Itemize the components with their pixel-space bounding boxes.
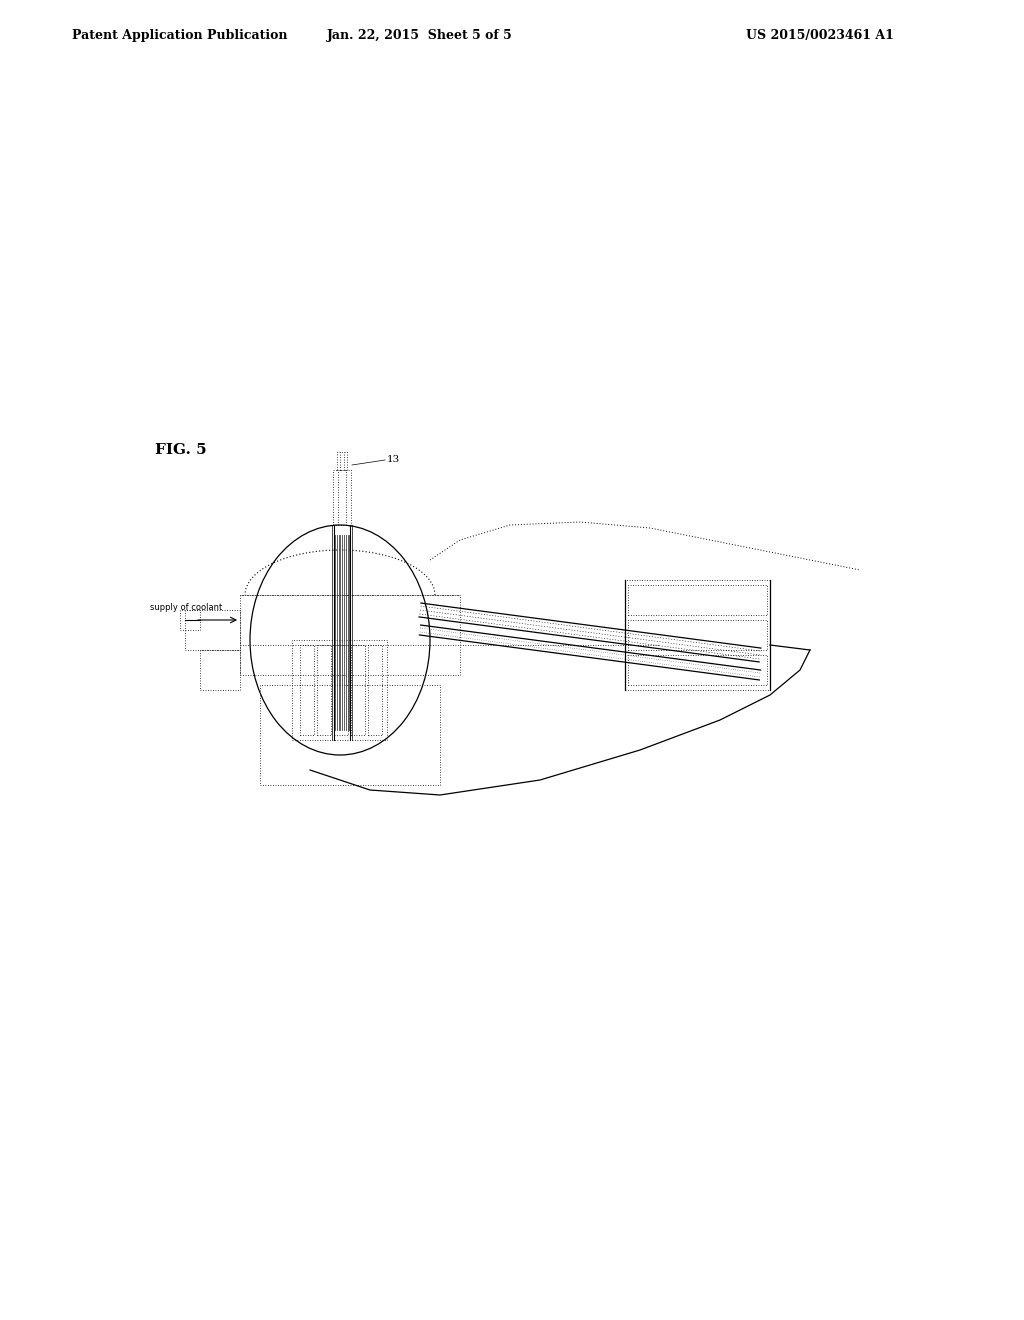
Bar — [260, 685, 440, 785]
Bar — [300, 645, 314, 735]
Bar — [200, 649, 240, 690]
Text: Patent Application Publication: Patent Application Publication — [72, 29, 288, 41]
Bar — [351, 645, 365, 735]
Bar — [292, 640, 387, 741]
Bar — [185, 610, 240, 649]
Text: 13: 13 — [387, 455, 400, 465]
Bar — [333, 470, 351, 525]
Bar — [368, 645, 382, 735]
Bar — [240, 595, 460, 675]
Text: supply of coolant: supply of coolant — [150, 603, 222, 612]
Text: FIG. 5: FIG. 5 — [155, 444, 207, 457]
Bar — [628, 655, 767, 685]
Bar — [625, 579, 770, 690]
Bar — [337, 451, 347, 470]
Bar — [317, 645, 331, 735]
Text: US 2015/0023461 A1: US 2015/0023461 A1 — [746, 29, 894, 41]
Text: Jan. 22, 2015  Sheet 5 of 5: Jan. 22, 2015 Sheet 5 of 5 — [327, 29, 513, 41]
Bar — [628, 585, 767, 615]
Bar — [628, 620, 767, 649]
Bar — [334, 645, 348, 735]
Bar — [180, 610, 200, 630]
